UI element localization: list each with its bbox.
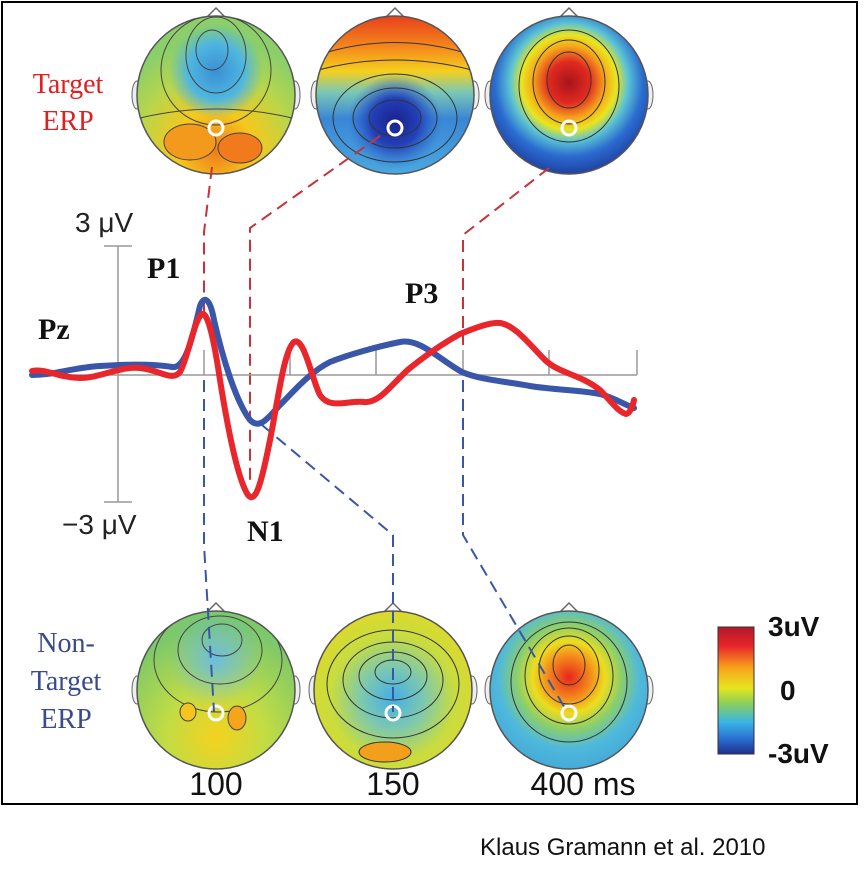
nontarget-erp-label-line3: ERP — [40, 704, 91, 735]
time-label-150: 150 — [366, 766, 419, 802]
peak-label-p1: P1 — [147, 252, 180, 285]
scalp-map-target-400 — [484, 6, 654, 175]
connector-nontarget-100 — [203, 380, 215, 713]
nontarget-erp-label-line1: Non- — [37, 628, 95, 659]
channel-label: Pz — [38, 313, 70, 346]
time-label-400: 400 ms — [531, 766, 636, 802]
target-erp-label-line1: Target — [33, 69, 104, 100]
y-axis-top-label: 3 μV — [75, 207, 133, 238]
connector-target-100 — [203, 166, 213, 312]
target-erp-waveform — [29, 311, 637, 501]
scalp-map-nontarget-400 — [484, 601, 654, 770]
erp-axes — [30, 245, 638, 503]
peak-label-n1: N1 — [247, 515, 284, 548]
connector-target-150 — [249, 135, 381, 480]
color-scale-mid-label: 0 — [780, 675, 796, 706]
connector-nontarget-150 — [261, 424, 394, 712]
color-scale — [717, 626, 755, 755]
nontarget-connectors — [203, 380, 567, 713]
scalp-map-target-150 — [310, 6, 480, 175]
scalp-map-nontarget-150 — [308, 601, 478, 770]
color-scale-max-label: 3uV — [768, 611, 820, 642]
color-scale-min-label: -3uV — [768, 738, 829, 769]
scalp-map-nontarget-100 — [131, 601, 301, 770]
nontarget-erp-waveform — [29, 296, 637, 427]
connector-target-400 — [462, 167, 550, 345]
scalp-map-target-100 — [131, 6, 301, 175]
citation-credit: Klaus Gramann et al. 2010 — [480, 834, 766, 861]
nontarget-erp-label-line2: Target — [31, 666, 102, 697]
time-label-100: 100 — [189, 766, 242, 802]
y-axis-bottom-label: −3 μV — [62, 509, 137, 540]
target-erp-label-line2: ERP — [42, 106, 93, 137]
peak-label-p3: P3 — [405, 277, 438, 310]
target-connectors — [203, 135, 550, 480]
connector-nontarget-400 — [462, 380, 567, 711]
